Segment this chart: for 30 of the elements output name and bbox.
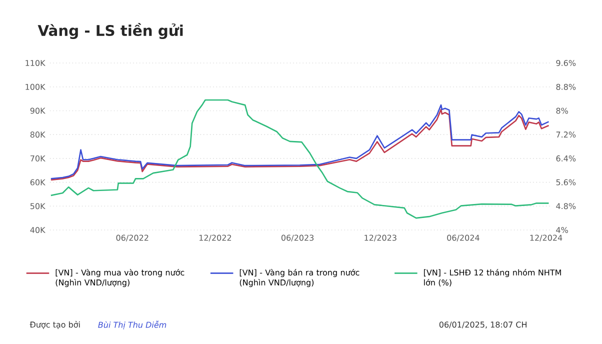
text: Được tạo bởi: [30, 321, 80, 329]
legend-label: [VN] - LSHĐ 12 tháng nhóm NHTM lớn (%): [424, 269, 561, 286]
y-tick-label: 80K: [30, 132, 46, 138]
x-tick-label: 06/2023: [281, 234, 314, 242]
y2-tick-label: 8%: [556, 108, 568, 114]
y-tick-label: 90K: [30, 108, 46, 114]
x-tick-label: 06/2024: [447, 234, 480, 242]
x-tick-label: 06/2022: [116, 234, 148, 242]
y-tick-label: 50K: [30, 203, 46, 210]
legend-label: [VN] - Vàng mua vào trong nước (Nghìn VND/lượng): [56, 269, 184, 288]
y2-tick-label: 6.4%: [556, 155, 576, 162]
text: 06/01/2025, 18:07 CH: [439, 322, 526, 328]
y-tick-label: 60K: [30, 179, 46, 186]
y-tick-label: 40K: [30, 226, 46, 234]
legend-label: [VN] - Vàng bán ra trong nước (Nghìn VND/lượng): [240, 269, 360, 288]
y-tick-label: 100K: [26, 84, 46, 90]
y2-tick-label: 4.8%: [556, 203, 576, 210]
x-tick-label: 12/2024: [530, 234, 562, 242]
y2-tick-label: 5.6%: [556, 179, 576, 186]
line-series: [50, 99, 550, 219]
x-tick-label: 12/2022: [199, 234, 232, 242]
x-tick-label: 12/2023: [364, 234, 396, 242]
y2-tick-label: 4%: [556, 226, 568, 234]
y-tick-label: 110K: [26, 60, 46, 66]
y2-tick-label: 9.6%: [556, 60, 576, 66]
text: Bùi Thị Thu Diễm: [98, 320, 166, 330]
y2-tick-label: 8.8%: [556, 84, 576, 90]
y2-tick-label: 7.2%: [556, 132, 576, 138]
y-tick-label: 70K: [30, 155, 46, 162]
chart-title: Vàng - LS tiền gửi: [38, 23, 183, 39]
